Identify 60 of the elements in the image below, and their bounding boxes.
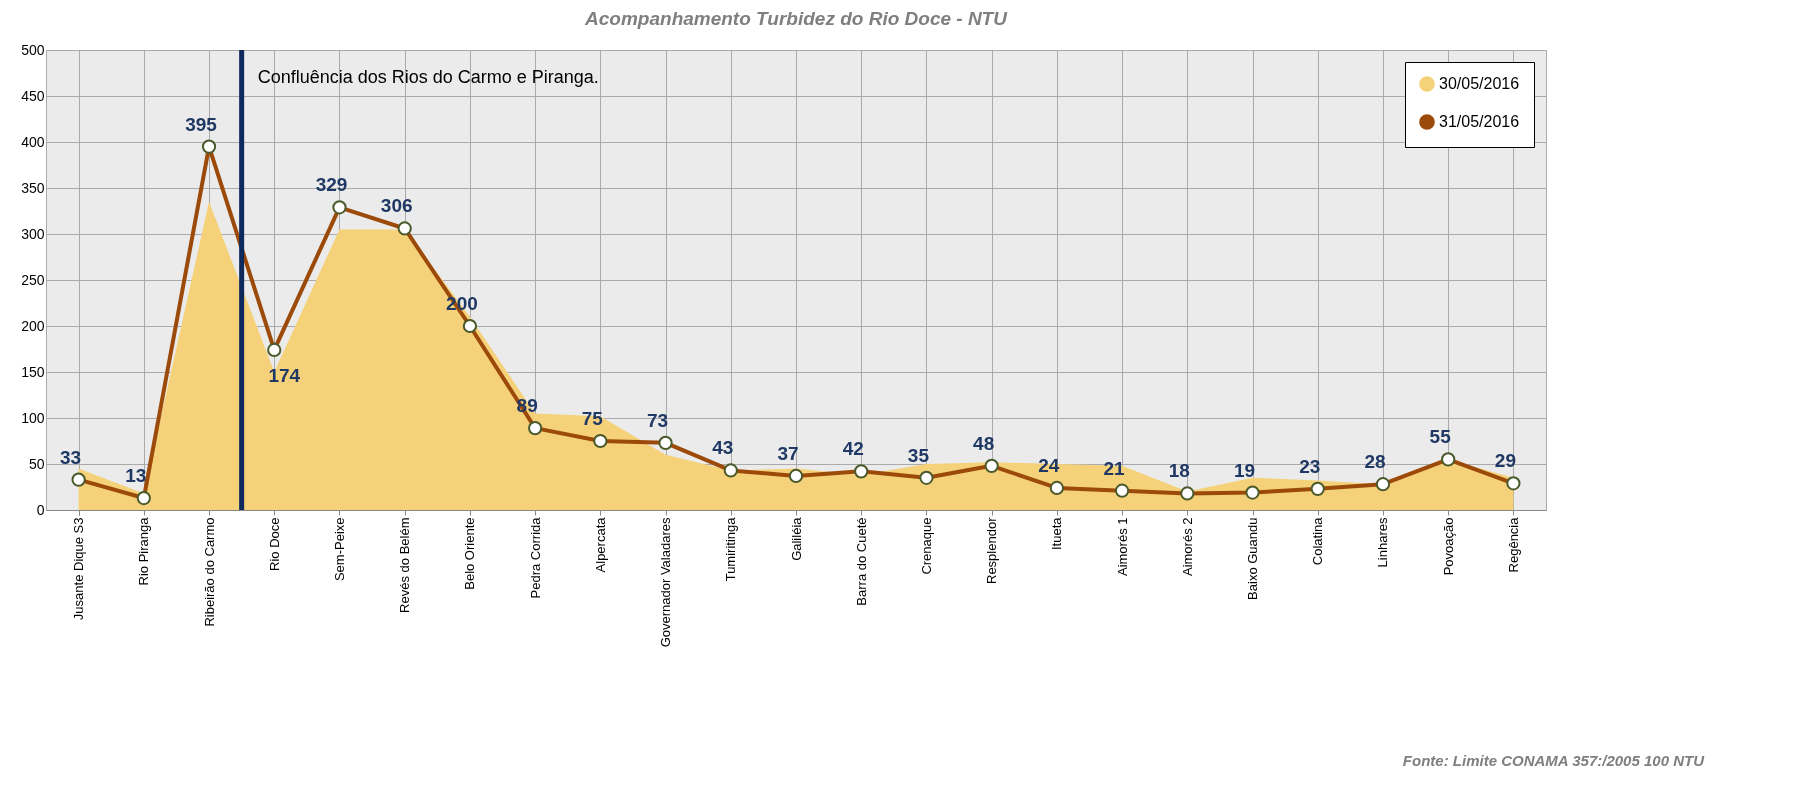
x-tick-label: Revés do Belém [397,517,413,613]
x-tick-label: Tumiritinga [723,516,739,582]
data-label: 24 [1038,454,1060,476]
data-label: 33 [60,446,82,468]
x-tick-label: Pedra Corrida [527,516,543,599]
data-label: 19 [1233,459,1256,481]
x-tick-label: Belo Oriente [462,517,478,590]
data-label: 73 [646,409,669,431]
x-tick-label: Baixo Guandu [1245,517,1261,600]
y-tick-label: 250 [21,271,45,288]
y-tick-label: 150 [21,363,45,380]
x-tick-label: Rio Piranga [136,516,152,586]
data-label: 75 [581,408,604,429]
x-tick-label: Aimorés 2 [1179,517,1195,577]
data-label: 395 [185,113,218,135]
data-label: 35 [907,444,930,466]
data-label: 18 [1168,460,1190,482]
x-tick-label: Barra do Cueté [853,517,869,606]
data-label: 37 [777,442,799,464]
y-tick-label: 350 [21,179,45,196]
x-tick-label: Alpercata [592,516,608,573]
x-tick-label: Resplendor [984,516,1000,584]
y-tick-label: 50 [28,455,45,472]
x-tick-label: Governador Valadares [658,517,674,648]
data-label: 48 [973,432,995,454]
data-label: 55 [1429,426,1452,448]
y-tick-label: 400 [21,133,45,150]
x-tick-label: Rio Doce [266,517,282,571]
y-tick-label: 200 [21,317,45,334]
legend-label: 31/05/2016 [1439,113,1520,130]
y-tick-label: 300 [21,225,45,242]
data-label: 43 [712,437,734,459]
x-tick-label: Aimorés 1 [1114,517,1130,577]
x-tick-label: Galiléia [788,516,804,561]
x-tick-label: Jusante Dique S3 [71,517,87,621]
y-tick-label: 450 [21,87,45,104]
x-tick-label: Povoação [1440,517,1456,576]
y-tick-label: 0 [36,501,45,518]
legend-label: 30/05/2016 [1439,75,1520,92]
data-label: 21 [1103,457,1126,479]
x-tick-label: Regência [1505,516,1521,573]
x-tick-label: Sem-Peixe [331,517,347,582]
x-tick-label: Itueta [1049,516,1065,551]
data-label: 29 [1494,450,1516,472]
chart-title: Acompanhamento Turbidez do Rio Doce - NTU [584,8,1009,29]
x-tick-label: Colatina [1310,516,1326,566]
x-tick-label: Linhares [1375,517,1391,568]
data-label: 13 [125,465,147,487]
data-label: 329 [315,174,348,196]
ref-line-label: Confluência dos Rios do Carmo e Piranga. [257,67,599,87]
x-tick-label: Crenaque [918,517,934,575]
data-label: 28 [1364,451,1386,473]
y-tick-label: 500 [21,41,45,58]
y-tick-label: 100 [21,409,45,426]
data-label: 306 [380,195,413,217]
data-label: 174 [268,364,301,386]
x-tick-label: Ribeirão do Carmo [201,517,217,627]
source-note: Fonte: Limite CONAMA 357:/2005 100 NTU [1402,752,1704,769]
data-label: 42 [842,438,864,460]
data-label: 23 [1299,455,1321,477]
